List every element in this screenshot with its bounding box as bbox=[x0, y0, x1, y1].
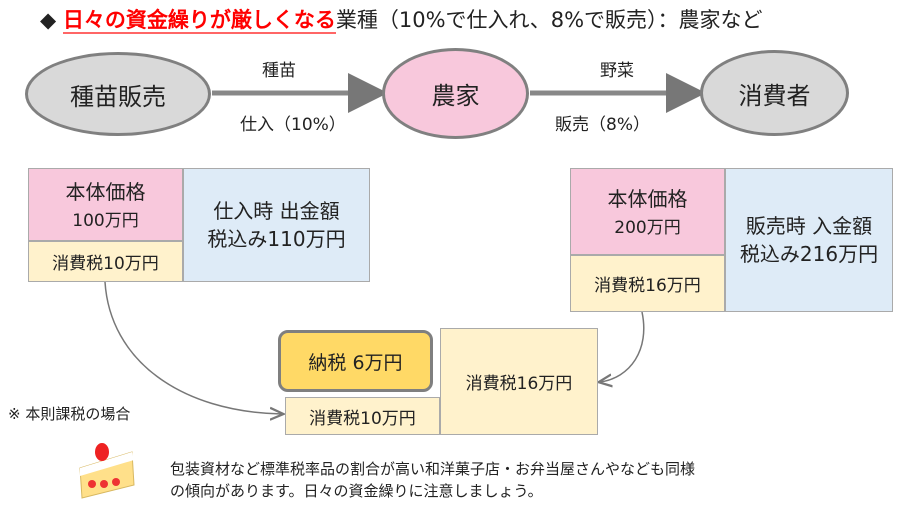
value: 税込み216万円 bbox=[739, 242, 879, 266]
left-price: 本体価格 100万円 bbox=[28, 168, 183, 241]
footer-text: 包装資材など標準税率品の割合が高い和洋菓子店・お弁当屋さんやなども同様 の傾向が… bbox=[170, 458, 695, 502]
edge1-bottom: 仕入（10%） bbox=[240, 115, 346, 135]
title-highlight: 日々の資金繰りが厳しくなる bbox=[62, 8, 336, 34]
value: 100万円 bbox=[72, 211, 139, 231]
curve-right bbox=[600, 311, 645, 382]
value: 200万円 bbox=[614, 218, 681, 238]
right-receipt: 販売時 入金額 税込み216万円 bbox=[725, 168, 893, 312]
edge2-bottom: 販売（8%） bbox=[555, 115, 650, 135]
label: 本体価格 bbox=[607, 187, 688, 211]
note: ※ 本則課税の場合 bbox=[8, 405, 131, 423]
right-price: 本体価格 200万円 bbox=[570, 168, 725, 255]
value: 税込み110万円 bbox=[207, 227, 346, 251]
footer-line: の傾向があります。日々の資金繰りに注意しましょう。 bbox=[170, 482, 543, 500]
curve-left bbox=[104, 281, 282, 414]
left-tax: 消費税10万円 bbox=[28, 241, 183, 282]
title: ◆ 日々の資金繰りが厳しくなる業種（10%で仕入れ、8%で販売）：農家など bbox=[40, 4, 763, 34]
cake-icon bbox=[79, 443, 135, 499]
tax-payment: 納税 6万円 bbox=[278, 330, 433, 392]
node-consumer: 消費者 bbox=[700, 50, 849, 136]
edge1-top: 種苗 bbox=[262, 61, 296, 81]
right-tax: 消費税16万円 bbox=[570, 255, 725, 312]
node-farmer: 農家 bbox=[382, 48, 529, 139]
diamond-icon: ◆ bbox=[40, 8, 57, 32]
tax-output: 消費税16万円 bbox=[440, 328, 598, 435]
node-seed-seller: 種苗販売 bbox=[25, 52, 211, 136]
label: 仕入時 出金額 bbox=[213, 199, 340, 223]
edge2-top: 野菜 bbox=[600, 61, 634, 81]
left-payment: 仕入時 出金額 税込み110万円 bbox=[183, 168, 370, 282]
footer-line: 包装資材など標準税率品の割合が高い和洋菓子店・お弁当屋さんやなども同様 bbox=[170, 460, 696, 478]
label: 販売時 入金額 bbox=[745, 214, 873, 238]
title-rest: 業種（10%で仕入れ、8%で販売）：農家など bbox=[335, 8, 763, 32]
tax-input: 消費税10万円 bbox=[285, 397, 440, 435]
label: 本体価格 bbox=[65, 180, 146, 204]
